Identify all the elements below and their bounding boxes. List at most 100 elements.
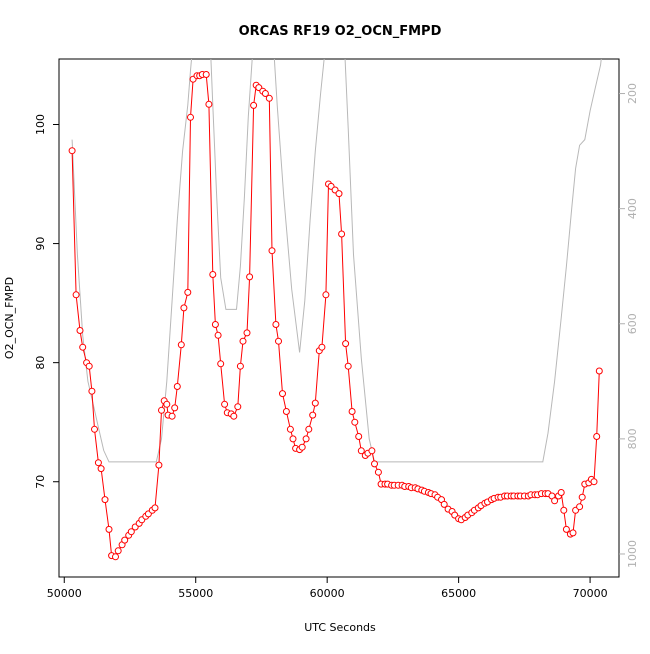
data-point xyxy=(221,400,229,408)
y-axis: 70 80 90 100 xyxy=(34,114,59,489)
chart-title: ORCAS RF19 O2_OCN_FMPD xyxy=(239,24,442,39)
data-point xyxy=(239,337,247,345)
x-axis-label: UTC Seconds xyxy=(304,621,376,634)
secondary-series xyxy=(71,59,602,463)
data-point xyxy=(121,536,129,544)
y-tick-label: 80 xyxy=(34,356,47,370)
data-point xyxy=(112,553,119,561)
data-point xyxy=(261,90,269,97)
data-point xyxy=(551,497,559,505)
data-point xyxy=(211,321,219,328)
right-y-tick-label: 600 xyxy=(626,313,639,334)
data-point xyxy=(217,360,225,368)
data-point xyxy=(593,433,601,440)
data-point xyxy=(184,288,192,296)
data-point xyxy=(94,459,102,467)
data-point xyxy=(151,504,159,512)
data-point xyxy=(177,341,185,349)
data-point xyxy=(557,489,565,496)
data-point xyxy=(158,406,165,414)
x-tick-label: 60000 xyxy=(310,587,345,600)
right-y-tick-label: 1000 xyxy=(626,540,639,568)
data-point xyxy=(272,321,280,328)
right-y-tick-label: 800 xyxy=(626,428,639,449)
plot-area xyxy=(58,58,620,578)
data-point xyxy=(268,247,276,255)
data-point xyxy=(309,411,317,419)
data-point xyxy=(305,425,313,433)
right-y-tick-label: 200 xyxy=(626,83,639,104)
data-point xyxy=(578,493,586,501)
data-point xyxy=(214,331,222,339)
data-point xyxy=(348,408,356,415)
data-point xyxy=(562,525,570,533)
data-point xyxy=(155,461,163,469)
data-point xyxy=(173,383,181,390)
primary-series xyxy=(68,71,603,561)
data-point xyxy=(560,506,568,514)
y-tick-label: 100 xyxy=(34,114,47,135)
data-point xyxy=(335,190,343,198)
x-axis: 50000 55000 60000 65000 70000 xyxy=(47,577,608,600)
data-point xyxy=(127,528,135,536)
data-point xyxy=(114,547,122,555)
x-tick-label: 50000 xyxy=(47,587,82,600)
data-point xyxy=(205,100,213,108)
data-point xyxy=(209,271,217,278)
data-point xyxy=(265,94,273,102)
data-point xyxy=(68,147,76,155)
data-point xyxy=(275,337,282,345)
data-point xyxy=(234,403,242,411)
data-point xyxy=(286,425,294,433)
data-point xyxy=(440,500,448,508)
data-point xyxy=(590,478,598,486)
data-point xyxy=(85,362,93,370)
data-point xyxy=(351,418,359,426)
data-point xyxy=(168,412,176,420)
data-point xyxy=(230,412,238,420)
data-point xyxy=(338,230,346,238)
x-tick-label: 55000 xyxy=(178,587,213,600)
data-point xyxy=(250,101,258,109)
data-point xyxy=(302,435,310,443)
y-axis-label: O2_OCN_FMPD xyxy=(3,277,16,359)
data-point xyxy=(569,529,577,537)
data-point xyxy=(88,387,96,395)
data-point xyxy=(202,71,210,78)
data-point xyxy=(355,433,363,440)
data-point xyxy=(374,468,382,476)
data-point xyxy=(368,447,376,455)
data-point xyxy=(243,329,251,337)
data-point xyxy=(318,343,326,351)
data-point xyxy=(180,304,188,312)
data-point xyxy=(279,390,286,398)
right-y-tick-label: 400 xyxy=(626,198,639,219)
data-point xyxy=(236,362,244,370)
data-point xyxy=(357,447,365,455)
y-tick-label: 90 xyxy=(34,237,47,251)
data-point xyxy=(91,425,98,433)
data-point xyxy=(79,343,87,351)
data-point xyxy=(322,291,330,299)
data-point xyxy=(595,367,603,375)
data-point xyxy=(289,435,297,443)
data-point xyxy=(311,399,319,407)
data-point xyxy=(101,496,109,504)
right-y-axis: 200 400 600 800 1000 xyxy=(619,83,639,568)
data-point xyxy=(371,460,378,468)
data-point xyxy=(298,443,306,451)
data-point xyxy=(105,525,113,533)
data-point xyxy=(171,404,179,412)
secondary-series-line xyxy=(71,59,602,463)
data-point xyxy=(342,340,350,348)
data-point xyxy=(344,362,352,370)
data-point xyxy=(576,503,584,511)
x-tick-label: 70000 xyxy=(573,587,608,600)
primary-series-line xyxy=(71,74,600,558)
x-tick-label: 65000 xyxy=(441,587,476,600)
data-point xyxy=(246,273,254,281)
data-point xyxy=(72,291,80,299)
data-point xyxy=(282,408,290,415)
y-tick-label: 70 xyxy=(34,475,47,489)
